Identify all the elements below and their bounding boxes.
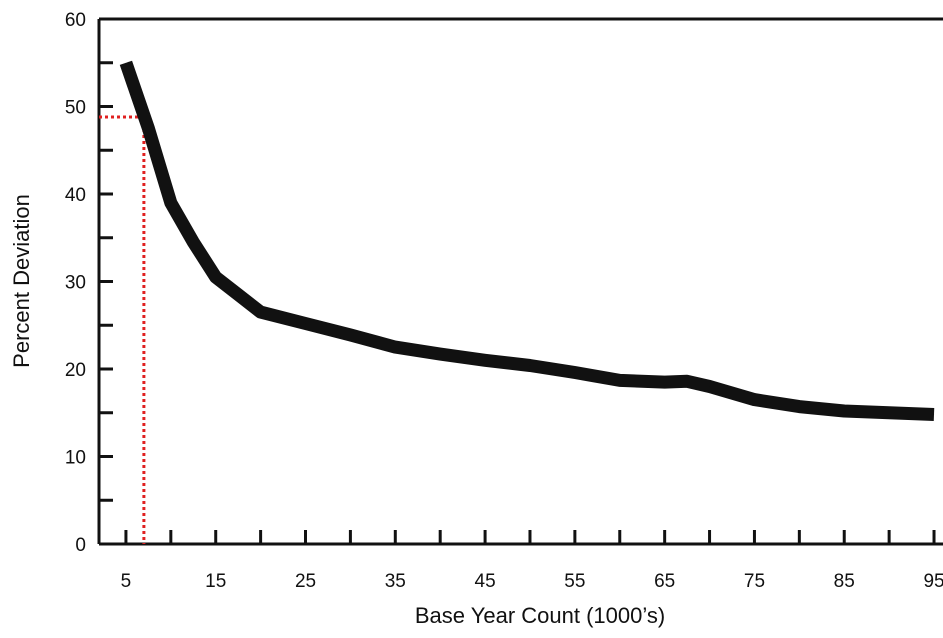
y-tick-label: 50 (65, 98, 86, 119)
x-tick-label: 85 (834, 571, 855, 592)
y-tick-label: 10 (65, 448, 86, 469)
x-tick-label: 55 (564, 571, 585, 592)
x-tick-label: 35 (385, 571, 406, 592)
x-tick-label: 75 (744, 571, 765, 592)
x-tick-label: 65 (654, 571, 675, 592)
y-tick-label: 40 (65, 185, 86, 206)
y-tick-label: 0 (75, 535, 86, 556)
x-tick-label: 5 (121, 571, 132, 592)
y-tick-label: 30 (65, 273, 86, 294)
x-tick-label: 95 (923, 571, 943, 592)
x-tick-label: 15 (205, 571, 226, 592)
x-axis-title: Base Year Count (1000’s) (415, 603, 665, 628)
x-tick-label: 45 (475, 571, 496, 592)
tick-labels-layer: 0 10 20 30 40 50 60 5 15 25 35 45 55 65 75 85 95 (65, 10, 943, 592)
y-tick-label: 20 (65, 360, 86, 381)
y-tick-label: 60 (65, 10, 86, 31)
reference-lines-layer (99, 117, 144, 544)
y-axis-title: Percent Deviation (9, 194, 34, 368)
x-tick-label: 25 (295, 571, 316, 592)
series-layer (126, 63, 934, 415)
series-line-0 (126, 63, 934, 415)
